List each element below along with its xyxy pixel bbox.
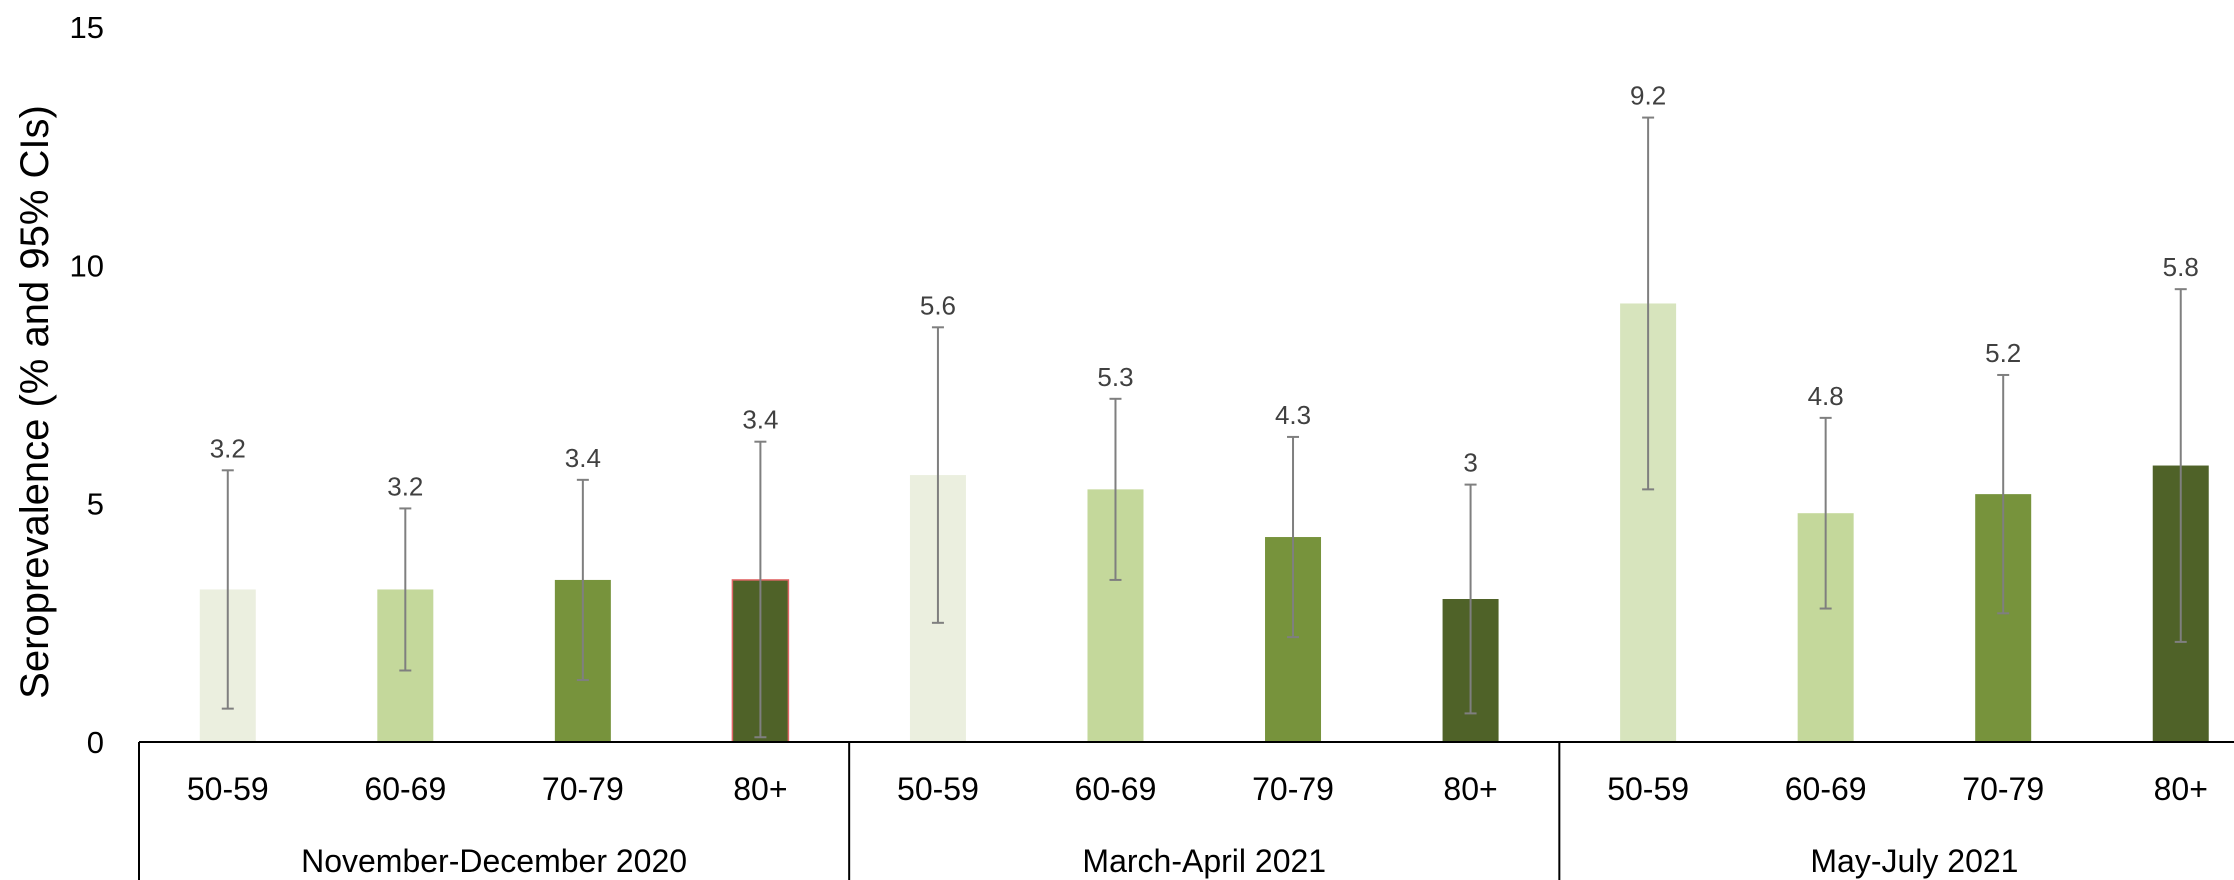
data-label: 9.2 <box>1630 81 1666 111</box>
x-group-label: November-December 2020 <box>301 843 687 879</box>
x-category-label: 50-59 <box>1607 771 1689 807</box>
x-group-label: May-July 2021 <box>1810 843 2018 879</box>
x-group-label: March-April 2021 <box>1082 843 1326 879</box>
y-axis-label: Seroprevalence (% and 95% CIs) <box>13 105 57 699</box>
data-label: 5.6 <box>920 290 956 320</box>
x-category-label: 60-69 <box>364 771 446 807</box>
data-label: 5.8 <box>2163 252 2199 282</box>
x-category-label: 50-59 <box>187 771 269 807</box>
x-category-label: 50-59 <box>897 771 979 807</box>
x-category-label: 70-79 <box>542 771 624 807</box>
x-category-label: 70-79 <box>1252 771 1334 807</box>
x-category-label: 70-79 <box>1962 771 2044 807</box>
y-axis: 0 5 10 15 <box>70 10 104 760</box>
data-label: 3.2 <box>210 433 246 463</box>
data-label: 3.2 <box>387 471 423 501</box>
data-label: 3.4 <box>742 405 778 435</box>
data-label: 5.3 <box>1097 362 1133 392</box>
x-axis: 50-59 60-69 70-79 80+ November-December 2020… <box>138 741 2234 880</box>
x-category-label: 60-69 <box>1785 771 1867 807</box>
y-tick-label: 0 <box>87 725 104 760</box>
y-tick-label: 10 <box>70 248 104 283</box>
data-label: 3.4 <box>565 443 601 473</box>
x-category-label: 80+ <box>733 771 787 807</box>
data-label: 5.2 <box>1985 338 2021 368</box>
bars: 3.2 3.2 3.4 3.4 5.6 5.3 4.3 3 9.2 4.8 5.2 5.8 <box>199 81 2209 743</box>
y-tick-label: 5 <box>87 487 104 522</box>
data-label: 4.8 <box>1808 381 1844 411</box>
data-label: 4.3 <box>1275 400 1311 430</box>
y-tick-label: 15 <box>70 10 104 45</box>
x-category-label: 80+ <box>2154 771 2208 807</box>
data-label: 3 <box>1463 448 1477 478</box>
x-category-label: 80+ <box>1443 771 1497 807</box>
x-category-label: 60-69 <box>1075 771 1157 807</box>
